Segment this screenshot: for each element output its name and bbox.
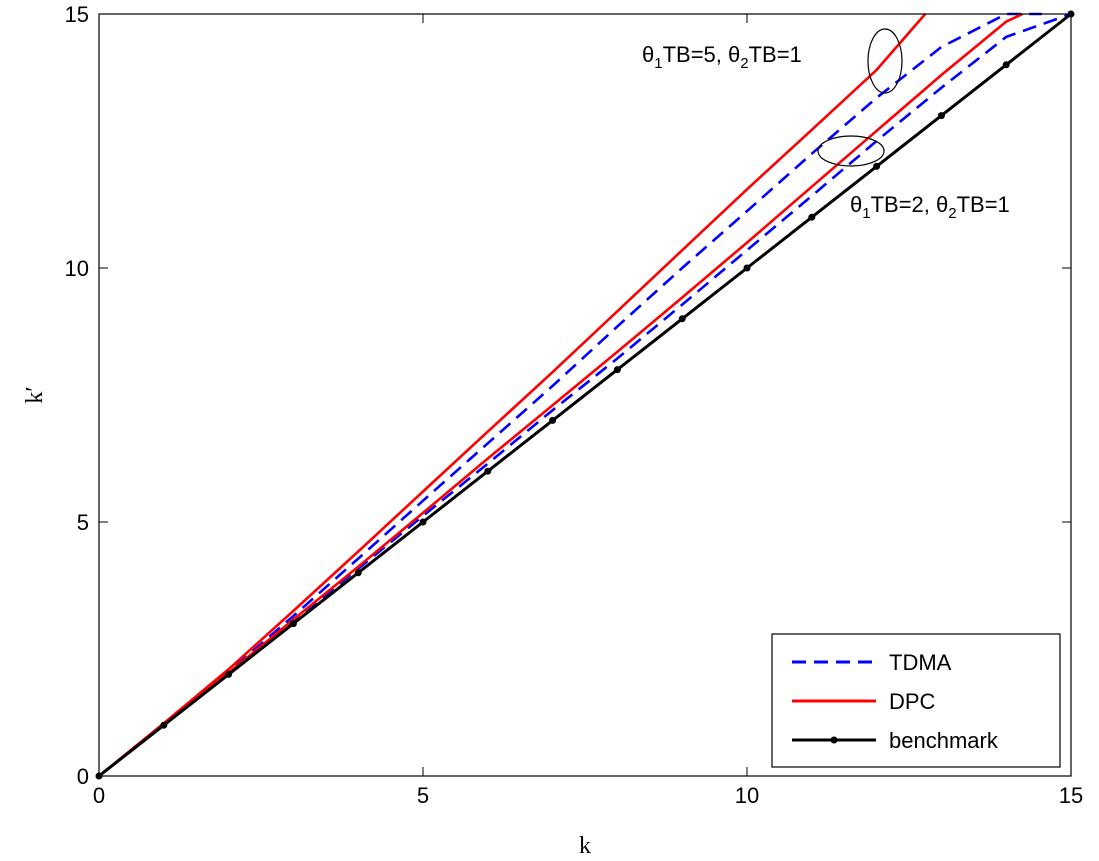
plot-frame (98, 13, 1072, 777)
benchmark-point-4 (354, 569, 362, 577)
y-axis-label: k′ (22, 386, 48, 403)
benchmark-point-6 (484, 467, 492, 475)
benchmark-point-2 (225, 670, 233, 678)
x-tick-label-2: 10 (735, 783, 759, 808)
benchmark-point-7 (549, 416, 557, 424)
y-tick-label-3: 15 (65, 2, 89, 27)
axis-tick-labels: 0 5 10 15 0 5 10 15 (65, 2, 1084, 808)
x-tick-label-1: 5 (417, 783, 429, 808)
y-tick-label-2: 10 (65, 256, 89, 281)
legend-label-benchmark: benchmark (889, 728, 999, 753)
benchmark-point-9 (678, 315, 686, 323)
series-line-tdma-0 (98, 12, 1042, 778)
benchmark-point-11 (808, 213, 816, 221)
y-tick-label-1: 5 (77, 510, 89, 535)
annotation-bottom-text: θ1TB=2, θ2TB=1 (850, 192, 1010, 222)
benchmark-point-5 (419, 518, 427, 526)
legend-label-tdma: TDMA (889, 650, 952, 675)
benchmark-point-13 (937, 112, 945, 120)
x-tick-label-0: 0 (93, 783, 105, 808)
benchmark-point-1 (160, 721, 168, 729)
series-line-dpc-1 (98, 13, 927, 778)
benchmark-point-3 (289, 620, 297, 628)
annotation-top: θ1TB=5, θ2TB=1 (642, 28, 903, 94)
series-line-benchmark-4 (98, 12, 1072, 778)
series-line-dpc-3 (98, 12, 1023, 778)
legend-label-dpc: DPC (889, 689, 936, 714)
annotation-top-ellipse (867, 28, 903, 94)
benchmark-point-8 (613, 366, 621, 374)
x-axis-label: k (579, 833, 591, 859)
legend: TDMA DPC benchmark (771, 633, 1061, 768)
annotation-bottom-ellipse (817, 135, 885, 167)
y-tick-label-0: 0 (77, 764, 89, 789)
benchmark-point-12 (873, 162, 881, 170)
annotation-bottom: θ1TB=2, θ2TB=1 (817, 135, 1010, 222)
legend-swatch-benchmark-marker (830, 736, 838, 744)
x-tick-label-3: 15 (1059, 783, 1083, 808)
benchmark-point-10 (743, 264, 751, 272)
benchmark-point-14 (1002, 61, 1010, 69)
series-layer (95, 10, 1075, 780)
annotation-top-text: θ1TB=5, θ2TB=1 (642, 42, 802, 72)
